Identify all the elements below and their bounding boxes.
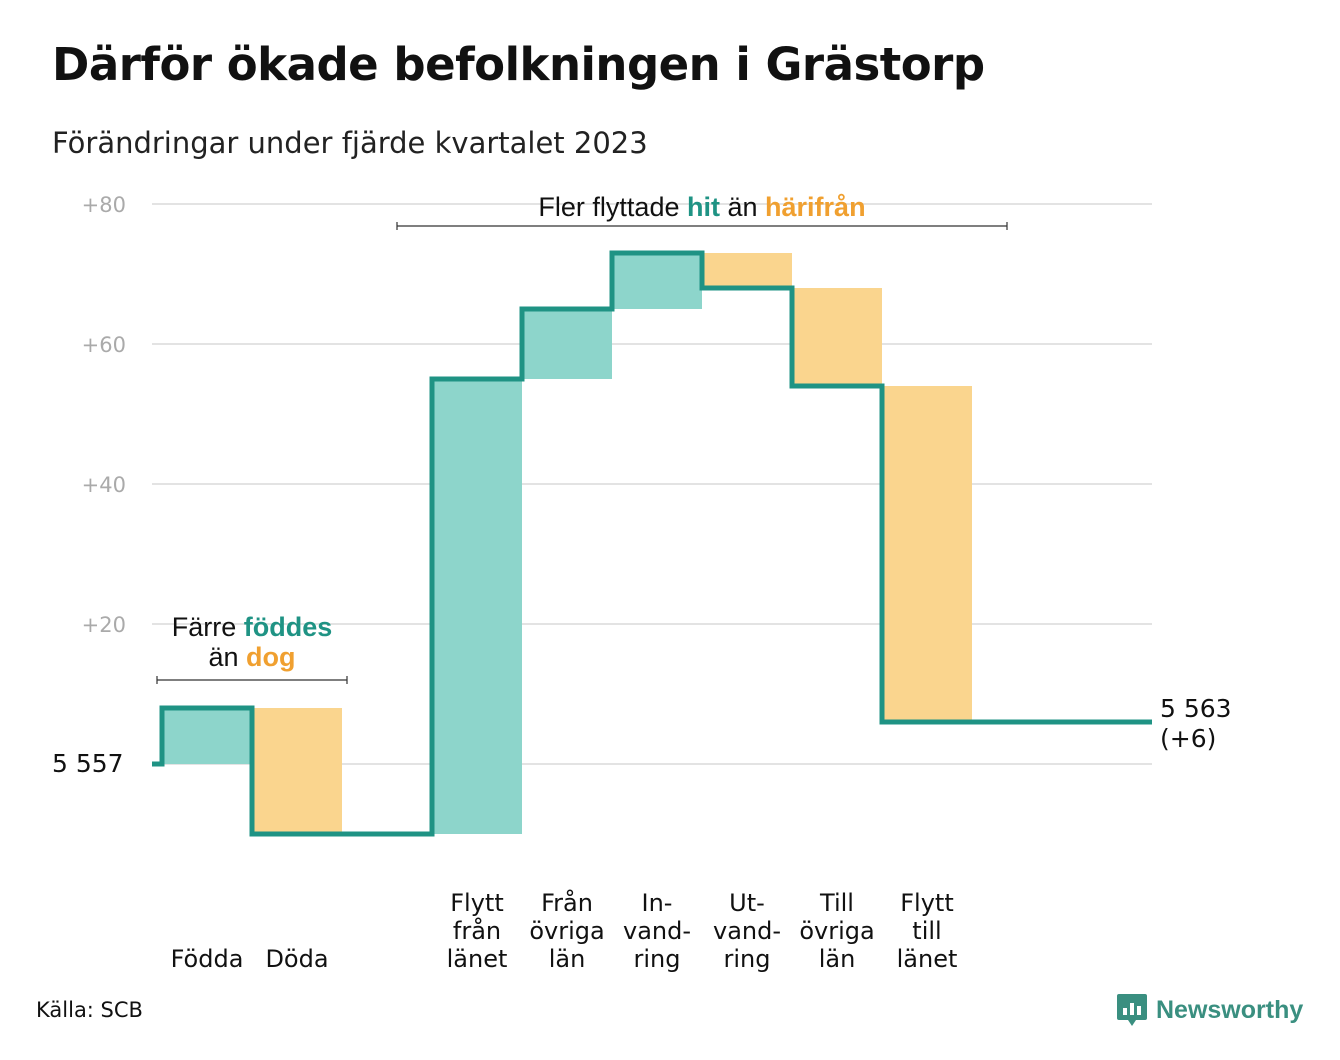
waterfall-bar [792, 288, 882, 386]
annotation-segment: Fler flyttade [538, 192, 687, 222]
y-tick-label: +20 [82, 613, 126, 637]
category-label: Flytt [450, 889, 504, 917]
category-label: ring [634, 945, 681, 973]
waterfall-bar [522, 309, 612, 379]
category-label: län [819, 945, 856, 973]
y-tick-label: +60 [82, 333, 126, 357]
annotation-segment: föddes [244, 612, 333, 642]
end-change-label: (+6) [1160, 724, 1216, 753]
y-tick-label: +40 [82, 473, 126, 497]
category-label: vand- [713, 917, 781, 945]
waterfall-bar [612, 253, 702, 309]
category-label: till [912, 917, 941, 945]
running-total-line [152, 250, 1152, 837]
waterfall-bar [252, 708, 342, 834]
annotation-text: Fler flyttade hit än härifrån [538, 192, 865, 222]
category-label: Flytt [900, 889, 954, 917]
category-label: län [549, 945, 586, 973]
chart-subtitle: Förändringar under fjärde kvartalet 2023 [52, 126, 648, 160]
annotation-segment: Färre [172, 612, 244, 642]
end-value-label: 5 563 [1160, 694, 1232, 723]
category-label: Ut- [729, 889, 765, 917]
category-label: från [453, 916, 501, 945]
bars [162, 253, 972, 834]
annotation-segment: härifrån [765, 192, 866, 222]
annotation-segment: än [208, 642, 246, 672]
annotation-text: Färre föddes [172, 612, 333, 642]
waterfall-bar [882, 386, 972, 722]
category-label: Till [819, 889, 854, 917]
annotation-segment: hit [687, 192, 720, 222]
annotation-segment: än [720, 192, 765, 222]
category-label: In- [642, 889, 673, 917]
running-total-polyline [152, 250, 1152, 837]
category-label: Från [541, 888, 593, 917]
category-label: Döda [265, 945, 328, 973]
waterfall-bar [702, 253, 792, 288]
category-label: Födda [171, 945, 244, 973]
source-note: Källa: SCB [36, 998, 143, 1022]
brand-logo: Newsworthy [1116, 992, 1303, 1028]
category-label: övriga [529, 917, 604, 945]
y-tick-label: +80 [82, 193, 126, 217]
category-label: ring [724, 945, 771, 973]
annotation-text: än dog [208, 642, 295, 672]
category-label: vand- [623, 917, 691, 945]
newsworthy-logo-icon [1117, 994, 1147, 1026]
start-value-label: 5 557 [52, 749, 124, 778]
waterfall-bar [162, 708, 252, 764]
waterfall-bar [432, 379, 522, 834]
category-label: länet [447, 945, 508, 973]
brand-name: Newsworthy [1156, 995, 1304, 1024]
category-label: länet [897, 945, 958, 973]
chart-title: Därför ökade befolkningen i Grästorp [52, 38, 985, 91]
annotation-segment: dog [246, 642, 295, 672]
category-label: övriga [799, 917, 874, 945]
